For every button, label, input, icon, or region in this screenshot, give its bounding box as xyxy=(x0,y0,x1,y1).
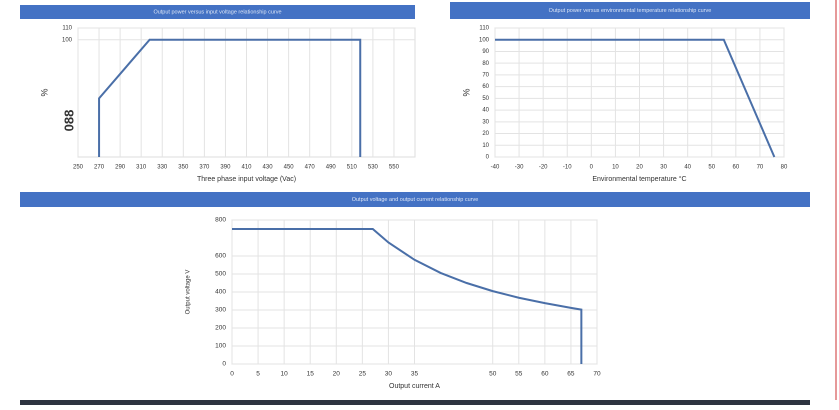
x-axis-label: Three phase input voltage (Vac) xyxy=(197,176,296,183)
x-tick-label: 20 xyxy=(636,165,643,171)
y-tick-label: 90 xyxy=(482,49,489,55)
x-tick-label: 530 xyxy=(368,165,379,171)
data-line xyxy=(98,38,362,157)
y-tick-label: 110 xyxy=(479,26,489,32)
x-tick-label: 40 xyxy=(684,165,691,171)
x-tick-label: 450 xyxy=(284,165,295,171)
x-tick-label: -40 xyxy=(491,165,500,171)
y-tick-label: 600 xyxy=(215,253,226,260)
x-tick-label: -20 xyxy=(539,165,548,171)
x-tick-label: 350 xyxy=(178,165,189,171)
chart-title: Output power versus environmental temper… xyxy=(549,8,712,14)
y-tick-label: 20 xyxy=(482,131,489,137)
x-tick-label: 470 xyxy=(305,165,316,171)
y-tick-label: 200 xyxy=(215,325,226,332)
y-tick-label: 100 xyxy=(215,343,226,350)
chart-header xyxy=(20,192,810,207)
x-tick-label: 25 xyxy=(359,371,367,378)
y-axis-note: 088 xyxy=(61,110,76,132)
y-axis-label: % xyxy=(461,88,471,96)
chart-header xyxy=(20,5,415,19)
x-tick-label: 370 xyxy=(199,165,210,171)
y-tick-label: 800 xyxy=(215,217,226,224)
y-tick-label: 100 xyxy=(62,37,73,43)
y-tick-label: 10 xyxy=(482,143,489,149)
y-axis-label: Output voltage V xyxy=(186,270,192,315)
x-tick-label: 430 xyxy=(263,165,274,171)
y-tick-label: 500 xyxy=(215,271,226,278)
x-tick-label: 10 xyxy=(612,165,619,171)
y-tick-label: 30 xyxy=(482,119,489,125)
y-tick-label: 300 xyxy=(215,307,226,314)
y-tick-label: 40 xyxy=(482,108,489,114)
taskbar xyxy=(20,400,810,405)
x-tick-label: 50 xyxy=(708,165,715,171)
y-tick-label: 50 xyxy=(482,96,489,102)
x-tick-label: 410 xyxy=(241,165,252,171)
y-axis-label: % xyxy=(39,88,49,96)
x-tick-label: 60 xyxy=(541,371,549,378)
y-tick-label: 80 xyxy=(482,61,489,67)
x-axis-label: Environmental temperature °C xyxy=(592,175,686,183)
y-tick-label: 0 xyxy=(486,155,490,161)
x-tick-label: 550 xyxy=(389,165,400,171)
x-tick-label: 35 xyxy=(411,371,419,378)
x-tick-label: 390 xyxy=(220,165,231,171)
x-tick-label: -10 xyxy=(563,165,572,171)
x-tick-label: 60 xyxy=(732,165,739,171)
x-tick-label: 310 xyxy=(136,165,147,171)
y-tick-label: 0 xyxy=(222,361,226,368)
y-tick-label: 60 xyxy=(482,84,489,90)
y-tick-label: 100 xyxy=(479,37,490,43)
data-line xyxy=(495,38,776,158)
x-tick-label: 510 xyxy=(347,165,358,171)
data-line xyxy=(232,228,583,364)
x-tick-label: 65 xyxy=(567,371,575,378)
x-tick-label: 30 xyxy=(385,371,393,378)
x-tick-label: 5 xyxy=(256,371,260,378)
x-tick-label: 270 xyxy=(94,165,105,171)
x-tick-label: 10 xyxy=(281,371,289,378)
y-tick-label: 110 xyxy=(62,26,72,32)
x-tick-label: 0 xyxy=(230,371,234,378)
chart-header xyxy=(450,2,810,19)
x-tick-label: 70 xyxy=(593,371,601,378)
y-tick-label: 70 xyxy=(482,72,489,78)
x-tick-label: 55 xyxy=(515,371,523,378)
x-tick-label: 50 xyxy=(489,371,497,378)
x-tick-label: 20 xyxy=(333,371,341,378)
x-tick-label: 80 xyxy=(781,165,788,171)
x-tick-label: 70 xyxy=(757,165,764,171)
x-axis-label: Output current A xyxy=(389,383,440,390)
y-tick-label: 400 xyxy=(215,289,226,296)
chart-title: Output power versus input voltage relati… xyxy=(153,9,281,15)
x-tick-label: -30 xyxy=(515,165,524,171)
x-tick-label: 0 xyxy=(590,165,594,171)
chart-title: Output voltage and output current relati… xyxy=(352,197,479,203)
x-tick-label: 30 xyxy=(660,165,667,171)
x-tick-label: 490 xyxy=(326,165,337,171)
x-tick-label: 15 xyxy=(307,371,315,378)
x-tick-label: 290 xyxy=(115,165,126,171)
x-tick-label: 250 xyxy=(73,165,84,171)
x-tick-label: 330 xyxy=(157,165,168,171)
